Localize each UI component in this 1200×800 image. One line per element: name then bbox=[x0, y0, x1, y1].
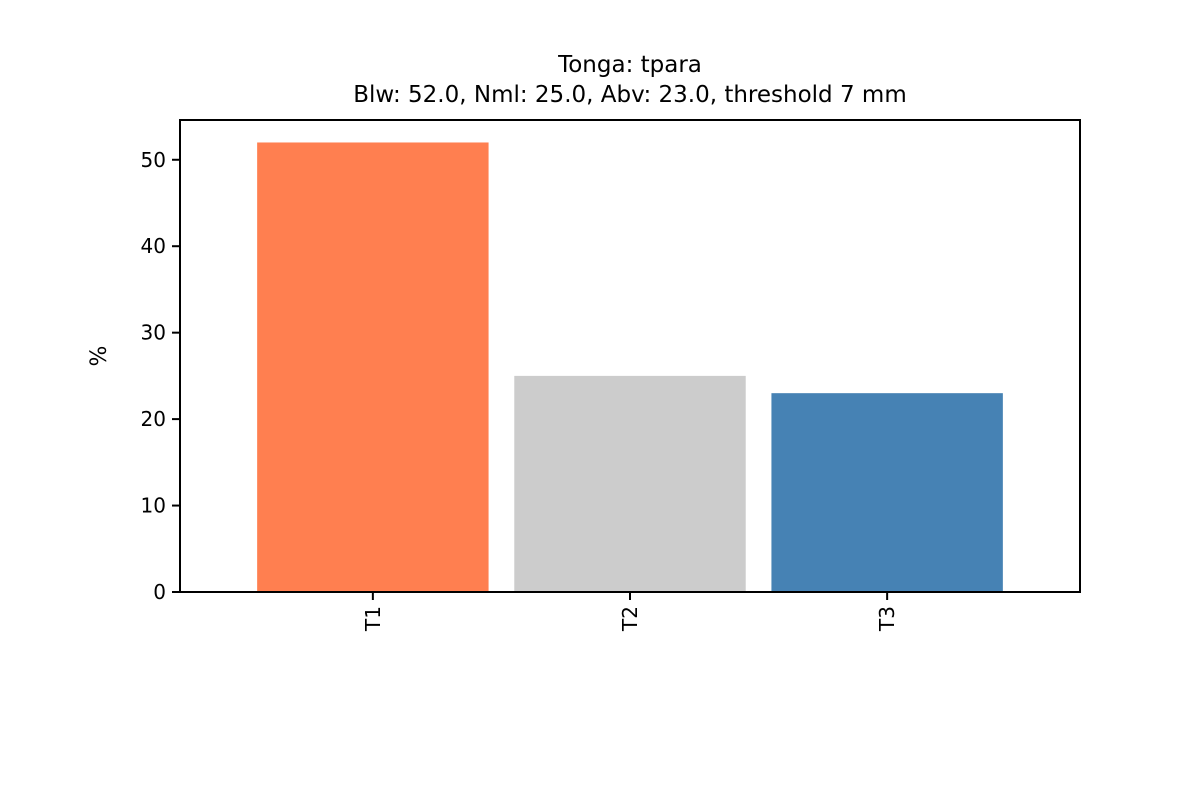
bar-t1 bbox=[257, 142, 489, 592]
y-tick-label: 0 bbox=[153, 580, 166, 604]
x-tick-label: T1 bbox=[361, 606, 385, 632]
y-tick-label: 20 bbox=[141, 407, 166, 431]
bar-t2 bbox=[514, 375, 746, 592]
x-tick-label: T3 bbox=[875, 606, 899, 632]
y-tick-label: 50 bbox=[141, 148, 166, 172]
y-axis-label: % bbox=[87, 346, 112, 367]
y-tick-label: 10 bbox=[141, 494, 166, 518]
y-tick-label: 30 bbox=[141, 321, 166, 345]
chart-subtitle: Blw: 52.0, Nml: 25.0, Abv: 23.0, thresho… bbox=[353, 82, 906, 108]
chart-title: Tonga: tpara bbox=[557, 52, 702, 78]
bar-t3 bbox=[771, 393, 1003, 592]
x-tick-label: T2 bbox=[618, 606, 642, 632]
y-tick-label: 40 bbox=[141, 234, 166, 258]
bars-group bbox=[257, 142, 1003, 592]
y-axis: 0 10 20 30 40 50 bbox=[141, 148, 180, 604]
x-axis: T1 T2 T3 bbox=[361, 592, 899, 632]
